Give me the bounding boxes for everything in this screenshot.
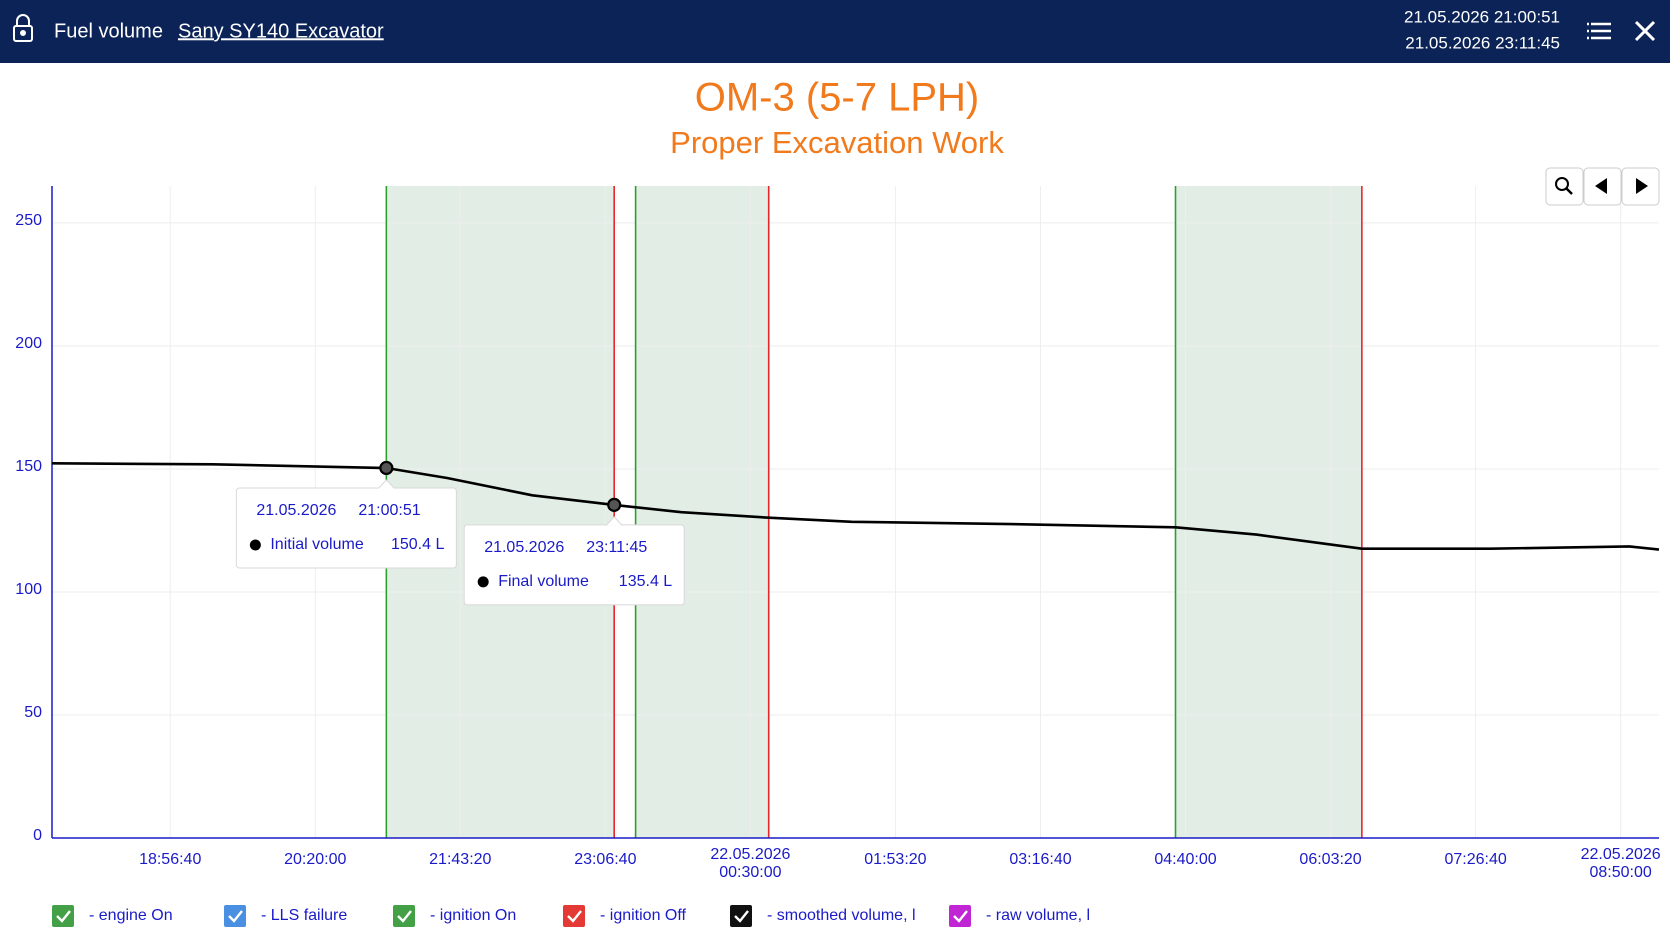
x-tick-label: 01:53:20: [864, 851, 926, 868]
legend-label: - ignition Off: [600, 907, 687, 924]
legend-label: - smoothed volume, l: [767, 907, 916, 924]
tooltip-pointer: [377, 479, 395, 489]
x-tick-label: 20:20:00: [284, 851, 346, 868]
x-tick-label: 06:03:20: [1299, 851, 1361, 868]
legend-check: [397, 910, 412, 923]
legend-check: [56, 910, 71, 923]
tooltip-value: 150.4 L: [391, 536, 444, 553]
period-start: 21.05.2026 21:00:51: [1404, 7, 1560, 26]
legend-checkbox: [52, 905, 74, 927]
tooltip-bullet: [477, 576, 489, 588]
tooltip-box: [463, 524, 685, 606]
legend-check: [734, 910, 749, 923]
legend-item[interactable]: - LLS failure: [224, 905, 347, 927]
y-tick-label: 250: [15, 212, 42, 229]
x-tick-label: 03:16:40: [1009, 851, 1071, 868]
legend-item[interactable]: - raw volume, l: [949, 905, 1090, 927]
legend-checkbox: [224, 905, 246, 927]
tooltip-bullet: [249, 539, 261, 551]
x-tick-label: 21:43:20: [429, 851, 491, 868]
tooltip: 21.05.2026 21:00:51 Initial volume 150.4 L: [235, 479, 457, 569]
zoom-button[interactable]: [1545, 167, 1584, 206]
y-tick-label: 0: [33, 827, 42, 844]
lock-icon: [13, 14, 33, 42]
prev-button[interactable]: [1583, 167, 1622, 206]
volume-marker: [607, 497, 622, 512]
tooltip-date: 21.05.2026: [484, 539, 564, 556]
ignition-shade: [1175, 186, 1362, 838]
x-tick-label: 23:06:40: [574, 851, 636, 868]
y-tick-label: 100: [15, 581, 42, 598]
x-tick-label: 18:56:40: [139, 851, 201, 868]
y-tick-label: 150: [15, 458, 42, 475]
tooltip-date: 21.05.2026: [256, 502, 336, 519]
tooltip-label: Final volume: [498, 573, 589, 590]
legend-item[interactable]: - engine On: [52, 905, 173, 927]
legend-label: - ignition On: [430, 907, 516, 924]
x-tick-label: 00:30:00: [719, 864, 781, 881]
x-tick-label: 07:26:40: [1444, 851, 1506, 868]
tooltip-time: 23:11:45: [586, 539, 647, 556]
legend-check: [953, 910, 968, 923]
x-tick-label: 04:40:00: [1154, 851, 1216, 868]
y-tick-label: 200: [15, 335, 42, 352]
legend-label: - engine On: [89, 907, 173, 924]
legend-checkbox: [393, 905, 415, 927]
chart-subtitle: Proper Excavation Work: [670, 125, 1004, 160]
tooltip-pointer: [605, 516, 623, 526]
chart-title: OM-3 (5-7 LPH): [695, 76, 980, 120]
tooltip: 21.05.2026 23:11:45 Final volume 135.4 L: [463, 516, 685, 606]
plot: 0 50 100 150 200 250 18:56:40 20:20:00 21:43:20 2…: [15, 186, 1661, 881]
x-tick-label: 22.05.2026: [1581, 846, 1661, 863]
legend-label: - raw volume, l: [986, 907, 1090, 924]
next-button[interactable]: [1621, 167, 1660, 206]
legend-checkbox: [730, 905, 752, 927]
legend-item[interactable]: - ignition On: [393, 905, 516, 927]
legend-check: [228, 910, 243, 923]
period-end: 21.05.2026 23:11:45: [1405, 33, 1560, 52]
legend-item[interactable]: - ignition Off: [563, 905, 687, 927]
legend-item[interactable]: - smoothed volume, l: [730, 905, 916, 927]
header-bar: [0, 0, 1670, 63]
x-tick-label: 08:50:00: [1590, 864, 1652, 881]
vehicle-link[interactable]: Sany SY140 Excavator: [178, 20, 384, 42]
legend-label: - LLS failure: [261, 907, 347, 924]
tooltip-label: Initial volume: [270, 536, 363, 553]
close-button[interactable]: [1632, 18, 1660, 46]
x-tick-label: 22.05.2026: [710, 846, 790, 863]
volume-marker: [379, 460, 394, 476]
tooltip-time: 21:00:51: [358, 502, 420, 519]
legend-check: [567, 910, 582, 923]
volume-line: [51, 462, 1660, 551]
header-title: Fuel volume: [54, 20, 163, 42]
legend: - engine On - LLS failure - ignition On - i…: [52, 905, 1090, 927]
y-tick-label: 50: [24, 704, 42, 721]
legend-checkbox: [949, 905, 971, 927]
menu-button[interactable]: [1584, 18, 1614, 46]
tooltip-box: [235, 487, 457, 569]
tooltip-value: 135.4 L: [619, 573, 672, 590]
legend-checkbox: [563, 905, 585, 927]
ignition-shade: [635, 186, 769, 838]
